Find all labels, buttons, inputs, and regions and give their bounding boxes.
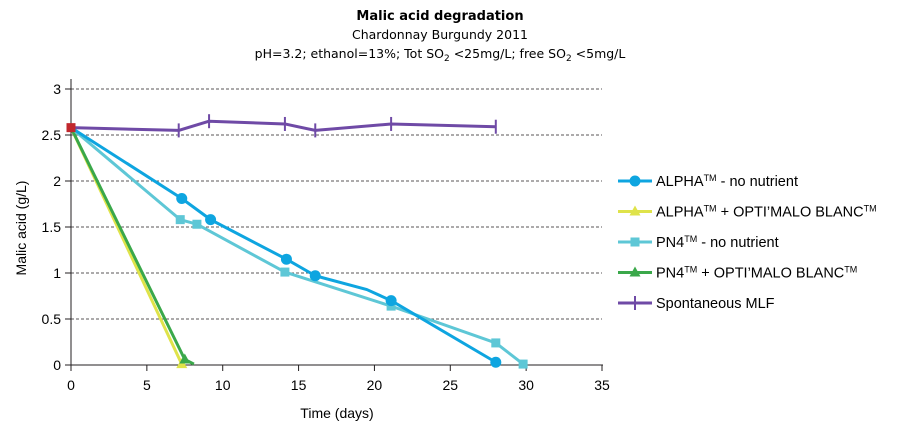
legend-marker-0 — [629, 175, 641, 187]
data-point-0-3 — [280, 253, 292, 265]
data-point-2-3 — [280, 267, 290, 277]
y-tick-label-1: 1 — [53, 265, 61, 281]
legend-marker-2 — [630, 237, 640, 247]
series-group — [66, 114, 528, 369]
series-line-2 — [70, 126, 525, 366]
gridlines — [71, 88, 602, 320]
legend-label-1: ALPHATM + OPTI’MALO BLANCTM — [656, 204, 877, 221]
data-point-2-4 — [386, 301, 396, 311]
x-tick-label-5: 5 — [143, 377, 151, 393]
x-axis-label: Time (days) — [300, 405, 373, 421]
series-4 — [70, 114, 497, 138]
legend-label-2: PN4TM - no nutrient — [656, 234, 779, 251]
y-tick-label-0.5: 0.5 — [42, 311, 62, 327]
x-tick-label-15: 15 — [291, 377, 307, 393]
chart-conditions: pH=3.2; ethanol=13%; Tot SO2 <25mg/L; fr… — [255, 46, 626, 64]
legend-item-1: ALPHATM + OPTI’MALO BLANCTM — [618, 204, 877, 221]
axes — [65, 79, 603, 371]
data-point-0-7 — [490, 356, 502, 368]
x-tick-label-30: 30 — [518, 377, 534, 393]
legend-item-2: PN4TM - no nutrient — [618, 234, 779, 251]
y-tick-label-2: 2 — [53, 173, 61, 189]
data-point-0-6 — [385, 295, 397, 307]
tick-labels: 00.511.522.530 5 10 15 20 25 30 35 — [42, 81, 610, 393]
legend-item-3: PN4TM + OPTI’MALO BLANCTM — [618, 265, 857, 282]
y-tick-label-2.5: 2.5 — [42, 127, 62, 143]
legend-label-4: Spontaneous MLF — [656, 296, 775, 312]
start-point — [66, 123, 76, 133]
x-tick-label-10: 10 — [215, 377, 231, 393]
data-point-0-4 — [309, 270, 321, 282]
chart-title: Malic acid degradation — [356, 9, 523, 24]
legend-item-0: ALPHATM - no nutrient — [618, 173, 798, 190]
series-0 — [70, 126, 502, 368]
data-point-2-5 — [491, 338, 501, 348]
series-line-3 — [69, 126, 195, 366]
legend-label-3: PN4TM + OPTI’MALO BLANCTM — [656, 265, 857, 282]
series-line-4 — [70, 119, 496, 132]
x-tick-label-20: 20 — [367, 377, 383, 393]
chart-subtitle: Chardonnay Burgundy 2011 — [352, 27, 528, 42]
y-tick-label-3: 3 — [53, 81, 61, 97]
x-tick-label-25: 25 — [442, 377, 458, 393]
legend-marker-1 — [629, 205, 641, 216]
legend-marker-3 — [629, 266, 641, 277]
y-tick-label-0: 0 — [53, 357, 61, 373]
data-point-2-2 — [192, 219, 202, 229]
y-tick-label-1.5: 1.5 — [42, 219, 62, 235]
legend: ALPHATM - no nutrient ALPHATM + OPTI’MALO… — [618, 173, 877, 312]
legend-label-0: ALPHATM - no nutrient — [656, 173, 798, 190]
series-2 — [70, 126, 528, 369]
data-point-2-6 — [518, 359, 528, 369]
data-point-3-1 — [179, 353, 191, 364]
y-axis-label: Malic acid (g/L) — [13, 181, 29, 276]
data-point-2-1 — [175, 215, 185, 225]
legend-item-4: Spontaneous MLF — [618, 296, 775, 312]
data-point-0-2 — [205, 214, 217, 226]
series-line-0 — [70, 126, 497, 364]
data-point-0-1 — [176, 192, 188, 204]
x-tick-label-0: 0 — [67, 377, 75, 393]
series-3 — [69, 126, 195, 366]
x-tick-label-35: 35 — [594, 377, 610, 393]
